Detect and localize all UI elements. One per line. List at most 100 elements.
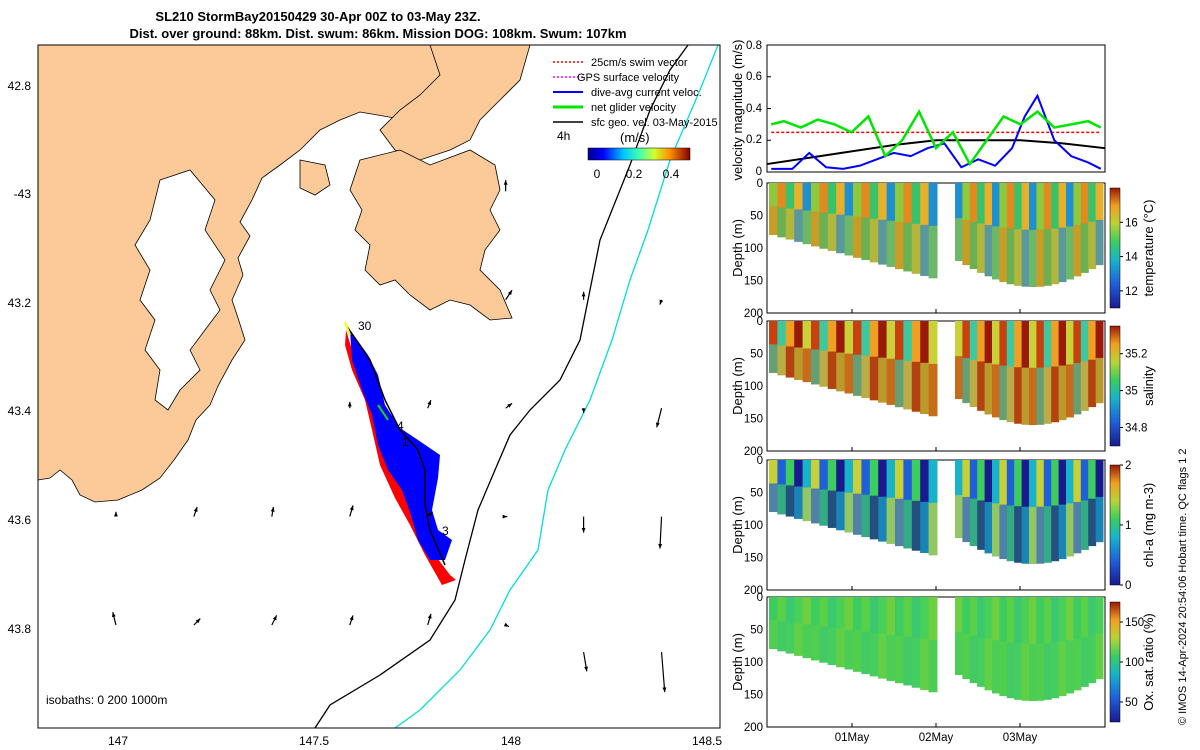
heatmap-column-lower — [928, 502, 938, 556]
heatmap-ytick: 100 — [744, 520, 763, 532]
heatmap-column-lower — [794, 623, 804, 656]
heatmap-ytick: 200 — [744, 308, 763, 320]
map-xtick: 147.5 — [299, 734, 329, 748]
velocity-ylabel: velocity magnitude (m/s) — [730, 40, 745, 181]
heatmap-column-lower — [769, 620, 778, 649]
sfc-geo-vector-head — [347, 401, 352, 407]
heatmap-column-lower — [1029, 367, 1037, 425]
heatmap-column-lower — [1036, 506, 1045, 564]
heatmap-column-lower — [895, 221, 904, 270]
sfc-geo-vector-head — [427, 613, 432, 619]
heatmap-column-lower — [903, 222, 913, 272]
heatmap-colorbar — [1109, 187, 1121, 309]
heatmap-column-lower — [955, 632, 963, 675]
velocity-series-line — [770, 108, 1102, 167]
heatmap-column-lower — [955, 356, 963, 399]
heatmap-column-lower — [895, 359, 904, 408]
heatmap-column-lower — [1014, 506, 1023, 563]
heatmap-column-lower — [969, 221, 978, 270]
sfc-geo-vector-field — [111, 180, 667, 693]
heatmap-column-lower — [969, 498, 978, 547]
sfc-geo-vector-head — [111, 612, 116, 618]
heatmap-column-lower — [1021, 643, 1030, 701]
heatmap-column-lower — [895, 635, 904, 684]
sfc-geo-vector-head — [507, 290, 513, 296]
heatmap-column-lower — [920, 501, 930, 553]
heatmap-column-lower — [1006, 228, 1015, 285]
map-xtick: 147 — [108, 734, 128, 748]
heatmap-column-lower — [769, 344, 778, 373]
velocity-y-ticks: 0 0.2 0.4 0.6 0.8 — [746, 40, 763, 178]
heatmap-ylabel: Depth (m) — [730, 496, 745, 554]
heatmap-column-lower — [819, 212, 829, 249]
heatmap-column-lower — [861, 494, 871, 538]
heatmap-column-lower — [827, 627, 837, 665]
heatmap-ytick: 0 — [757, 316, 763, 328]
heatmap-column-lower — [836, 214, 846, 254]
heatmap-ytick: 100 — [744, 243, 763, 255]
heatmap-column-lower — [853, 493, 862, 535]
sfc-geo-vector-head — [193, 506, 198, 512]
sfc-geo-vector-head — [659, 299, 664, 305]
colorbar-tick: 12 — [1125, 286, 1138, 298]
temperature-panel: 0 50 100 150 200 Depth (m) 12 14 16 temperature (… — [730, 178, 1156, 320]
heatmap-column-lower — [1029, 506, 1037, 564]
heatmap-ylabel: Depth (m) — [730, 633, 745, 691]
heatmap-ytick: 200 — [744, 722, 763, 734]
land-east-upper — [379, 45, 531, 161]
heatmap-column-lower — [1006, 366, 1015, 423]
heatmap-column-lower — [1051, 366, 1060, 423]
sfc-geo-vector-head — [507, 403, 513, 408]
heatmap-column-lower — [1073, 638, 1082, 691]
heatmap-column-lower — [844, 629, 854, 670]
chlorophyll-panel: 0 50 100 150 200 Depth (m) 0 1 2 chl-a (mg m-3) — [730, 455, 1156, 597]
velocity-panel: 0 0.2 0.4 0.6 0.8 velocity magnitude (m/… — [730, 40, 1106, 181]
heatmap-column-lower — [1058, 641, 1067, 697]
legend-dive-label: dive-avg current veloc. — [591, 87, 702, 99]
heatmap-column-lower — [984, 501, 993, 554]
salinity-panel: 0 50 100 150 200 Depth (m) 34.8 35 35.2 salinity — [730, 316, 1156, 458]
map-frame — [37, 44, 721, 729]
heatmap-column-lower — [1095, 357, 1104, 404]
velocity-frame — [766, 44, 1106, 173]
sfc-geo-vector-head — [113, 511, 118, 517]
velocity-series — [766, 76, 1106, 170]
sfc-geo-vector-head — [584, 666, 588, 672]
heatmap-column-lower — [802, 348, 812, 383]
heatmap-column-lower — [1058, 365, 1067, 421]
legend-net-label: net glider velocity — [591, 102, 676, 114]
heatmap-column-lower — [1021, 506, 1030, 564]
heatmap-column-lower — [962, 219, 971, 266]
heatmap-column-lower — [962, 357, 971, 404]
legend-gps-label: GPS surface velocity — [577, 72, 680, 84]
heatmap-column-lower — [920, 638, 930, 690]
heatmap-column-lower — [1073, 501, 1082, 554]
heatmap-column-lower — [777, 484, 787, 515]
heatmap-column-lower — [1095, 633, 1104, 680]
heatmap-column-lower — [911, 637, 921, 688]
heatmap-column-lower — [1095, 496, 1104, 543]
heatmap-ytick: 0 — [757, 455, 763, 467]
heatmap-column-lower — [886, 220, 896, 267]
sfc-geo-vector-head — [503, 180, 508, 185]
heatmap-column-lower — [844, 215, 854, 256]
heatmap-column-lower — [811, 488, 820, 524]
heatmap-column-lower — [861, 631, 871, 675]
colorbar-tick: 2 — [1125, 460, 1131, 472]
heatmap-column-lower — [777, 207, 787, 238]
heatmap-column-lower — [769, 206, 778, 235]
heatmap-column-lower — [977, 637, 986, 687]
heatmap-column-lower — [1006, 642, 1015, 699]
land-layer — [38, 45, 531, 503]
heatmap-column-lower — [802, 210, 812, 245]
colorbar-tick: 1 — [1125, 520, 1131, 532]
vel-ytick: 0.4 — [746, 103, 763, 115]
heatmap-column-lower — [1058, 504, 1067, 560]
heatmap-ytick: 50 — [750, 211, 763, 223]
heatmap-column-lower — [903, 499, 913, 549]
heatmap-column-lower — [844, 353, 854, 394]
heatmap-colorbar — [1109, 601, 1121, 723]
land-mainland — [38, 45, 471, 503]
time-axis: 01May 02May 03May — [835, 732, 1038, 744]
